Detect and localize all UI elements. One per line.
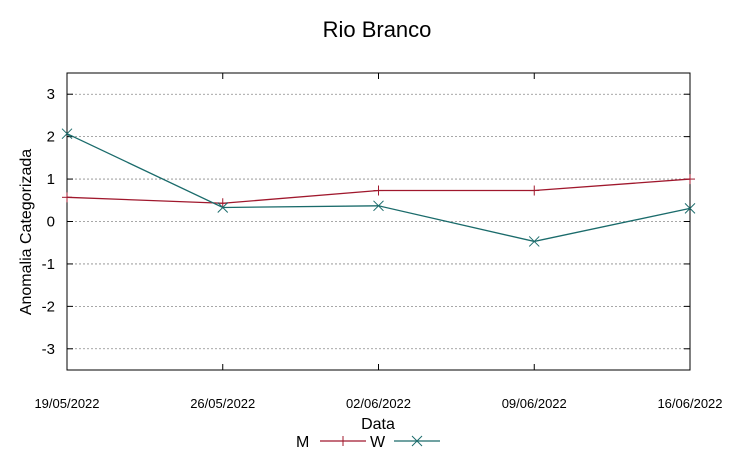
x-tick-label: 19/05/2022: [34, 396, 99, 411]
x-tick-label: 02/06/2022: [346, 396, 411, 411]
series-w-point: [217, 202, 229, 213]
x-tick-label: 09/06/2022: [502, 396, 567, 411]
y-tick-label: 0: [47, 214, 55, 231]
y-tick-label: -3: [42, 341, 55, 358]
gridlines: [67, 93, 690, 350]
y-axis-label: Anomalia Categorizada: [18, 149, 35, 315]
series-group: [61, 128, 696, 247]
series-w-point: [528, 236, 540, 247]
legend-w-label: W: [370, 434, 386, 451]
x-tick-label: 26/05/2022: [190, 396, 255, 411]
series-w: [61, 128, 696, 247]
y-axis-ticks: 3 2 1 0 -1 -2 -3: [42, 86, 690, 358]
legend-w-marker: [411, 435, 423, 447]
legend-m-label: M: [296, 434, 309, 451]
series-m: [62, 174, 695, 209]
y-tick-label: 1: [47, 171, 55, 188]
y-tick-label: 3: [47, 86, 55, 103]
y-tick-label: -2: [42, 298, 55, 315]
series-w-point: [61, 128, 73, 140]
x-axis-label: Data: [361, 416, 395, 433]
series-w-point: [373, 200, 384, 212]
y-tick-label: -1: [42, 256, 55, 273]
x-axis-ticks: 19/05/2022 26/05/2022 02/06/2022 09/06/2022…: [34, 73, 723, 411]
y-tick-label: 2: [47, 129, 55, 146]
chart-title: Rio Branco: [323, 17, 432, 42]
series-w-point: [684, 202, 696, 214]
x-tick-label: 16/06/2022: [657, 396, 722, 411]
